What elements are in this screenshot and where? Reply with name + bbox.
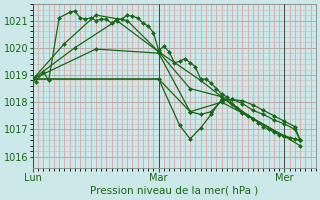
X-axis label: Pression niveau de la mer( hPa ): Pression niveau de la mer( hPa )	[90, 186, 259, 196]
